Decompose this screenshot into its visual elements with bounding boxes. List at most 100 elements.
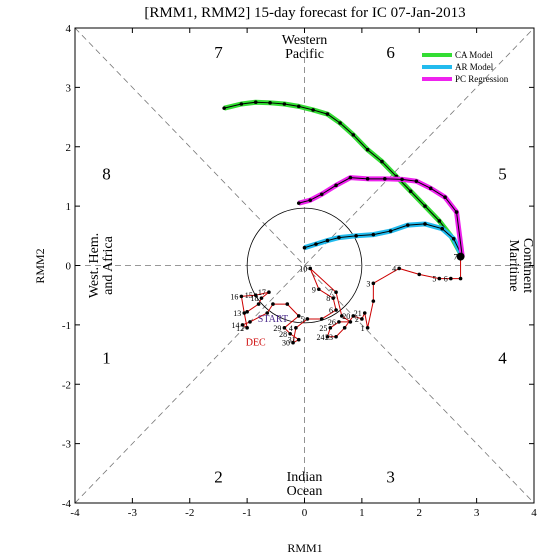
legend: CA Model AR Model PC Regression	[422, 50, 509, 84]
series-point-0	[325, 112, 330, 116]
x-tick-label: -1	[243, 507, 252, 519]
series-point-0	[239, 102, 244, 106]
observed-point	[371, 299, 376, 303]
observed-day-label: 5	[432, 275, 436, 284]
region-right-line: Maritime	[506, 239, 521, 291]
phase-label-3: 3	[386, 467, 395, 486]
observed-point	[291, 340, 295, 345]
observed-day-label: 17	[258, 288, 266, 297]
series-point-1	[354, 234, 358, 238]
series-point-1	[325, 238, 330, 243]
observed-point	[337, 320, 341, 324]
series-point-1	[423, 222, 427, 226]
observed-point	[360, 317, 364, 321]
series-point-0	[296, 104, 301, 109]
series-point-1	[302, 245, 307, 250]
observed-point	[305, 317, 310, 321]
observed-day-label: 21	[354, 309, 362, 318]
region-left-line: and Africa	[101, 235, 116, 294]
series-point-0	[311, 108, 315, 112]
series-point-1	[371, 232, 376, 237]
observed-day-label: 7	[329, 288, 333, 297]
series-point-1	[337, 235, 341, 240]
series-point-2	[383, 177, 387, 181]
series-center-line-1	[304, 223, 463, 257]
observed-point	[449, 276, 453, 281]
series-point-0	[338, 121, 342, 125]
marker-dec: DEC	[246, 338, 266, 349]
legend-label-1: AR Model	[455, 62, 494, 72]
observed-point	[288, 331, 292, 336]
observed-point	[296, 314, 301, 318]
observed-day-label: 20	[342, 312, 350, 321]
observed-point	[351, 314, 356, 318]
observed-day-label: 31	[288, 336, 296, 345]
region-bottom-line: Indian	[287, 470, 323, 485]
region-top-line: Pacific	[285, 47, 324, 62]
observed-point	[342, 326, 347, 330]
marker-start: START	[258, 314, 288, 325]
observed-day-label: 6	[329, 306, 333, 315]
y-tick-label: 1	[66, 201, 72, 213]
series-point-1	[451, 236, 456, 241]
x-tick-label: -4	[70, 507, 80, 519]
series-point-0	[437, 219, 442, 223]
phase-label-4: 4	[498, 349, 507, 368]
phase-label-5: 5	[498, 164, 507, 183]
region-bottom-line: Ocean	[287, 484, 323, 499]
series-point-2	[308, 198, 313, 202]
observed-day-label: 15	[245, 291, 253, 300]
unit-circle	[246, 207, 363, 324]
y-tick-label: 4	[66, 23, 72, 35]
y-tick-label: -2	[62, 379, 71, 391]
series-point-0	[268, 101, 272, 105]
observed-day-label: 29	[273, 324, 281, 333]
observed-point	[319, 317, 324, 321]
observed-day-label: 10	[299, 264, 307, 273]
y-tick-label: -3	[62, 439, 72, 451]
observed-point	[334, 334, 338, 339]
series-point-2	[400, 177, 404, 182]
series-point-2	[414, 179, 419, 183]
observed-point	[259, 296, 264, 300]
observed-point	[362, 311, 367, 315]
x-tick-label: 4	[531, 507, 537, 519]
phase-label-1: 1	[102, 349, 111, 368]
legend-label-0: CA Model	[455, 50, 493, 60]
observed-day-label: 13	[233, 309, 241, 318]
y-tick-label: 3	[66, 82, 72, 94]
series-point-2	[348, 175, 353, 180]
x-tick-label: 3	[474, 507, 480, 519]
series-point-0	[253, 100, 258, 105]
observed-point	[267, 290, 271, 295]
observed-day-label: 16	[230, 292, 238, 301]
observed-day-label: 2	[355, 315, 359, 324]
observed-day-label: 28	[279, 330, 287, 339]
observed-point	[348, 320, 353, 324]
observed-point	[339, 314, 344, 318]
observed-day-label: 26	[328, 318, 336, 327]
observed-point	[240, 323, 245, 327]
y-tick-label: 0	[66, 261, 72, 273]
series-point-0	[351, 133, 356, 137]
observed-day-label: 4	[289, 324, 293, 333]
series-point-0	[222, 106, 226, 110]
observed-day-label: 4	[392, 264, 396, 273]
observed-point	[371, 281, 376, 286]
observed-day-label: 8	[326, 294, 330, 303]
observed-point	[245, 310, 249, 314]
x-tick-label: 1	[359, 507, 365, 519]
trajectory-markers: START DEC	[246, 314, 288, 349]
observed-day-label: 23	[325, 333, 333, 342]
observed-point	[334, 290, 338, 295]
series-point-2	[296, 201, 301, 205]
observed-point	[282, 326, 287, 330]
chart-title: [RMM1, RMM2] 15-day forecast for IC 07-J…	[144, 5, 465, 21]
series-point-0	[365, 147, 370, 152]
observed-day-label: 30	[282, 339, 290, 348]
divider-diagonal-down	[74, 27, 535, 504]
region-left-line: West. Hem.	[87, 233, 102, 298]
